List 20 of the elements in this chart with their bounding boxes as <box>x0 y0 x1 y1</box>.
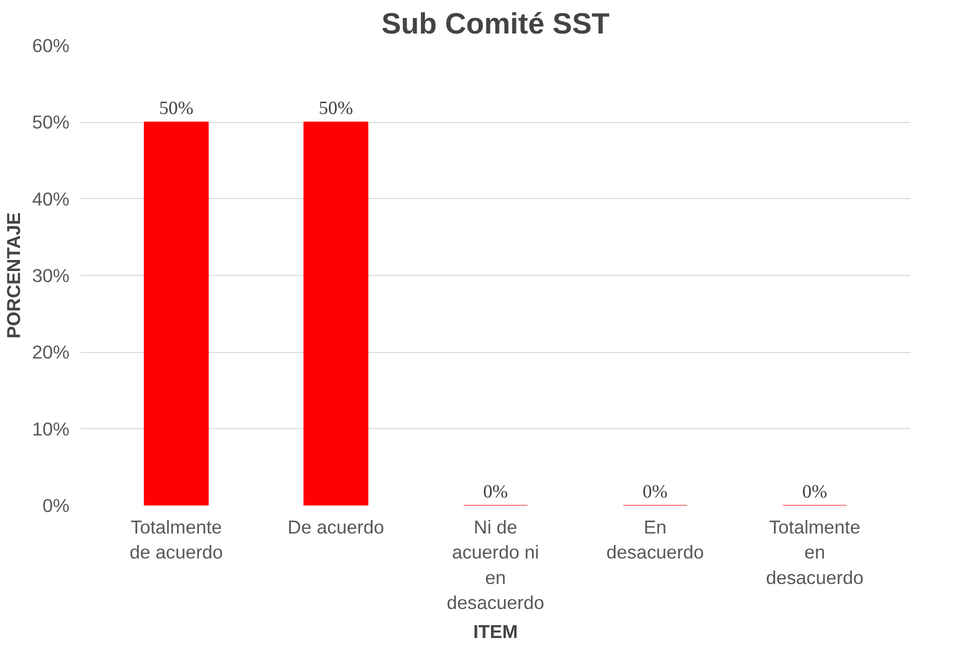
y-axis-title: PORCENTAJE <box>3 212 24 339</box>
data-label: 0% <box>642 482 668 502</box>
y-tick-label: 20% <box>32 342 70 363</box>
y-tick-label: 0% <box>42 495 70 516</box>
x-axis-title: ITEM <box>473 621 518 642</box>
x-tick-label: Totalmente de acuerdo <box>130 516 223 563</box>
y-tick-label: 10% <box>32 418 70 440</box>
chart-title: Sub Comité SST <box>381 8 610 40</box>
data-label: 50% <box>318 98 353 120</box>
x-tick-label: De acuerdo <box>288 516 384 538</box>
y-tick-label: 40% <box>32 188 70 210</box>
y-tick-label: 60% <box>32 35 70 56</box>
data-label: 0% <box>483 482 508 502</box>
x-tick-label: Totalmente en desacuerdo <box>766 516 864 588</box>
y-tick-label: 50% <box>32 112 70 133</box>
y-tick-label: 30% <box>32 265 70 286</box>
data-label: 0% <box>802 482 828 502</box>
x-tick-label: En desacuerdo <box>606 516 704 563</box>
data-label: 50% <box>159 98 194 120</box>
x-tick-label: Ni de acuerdo ni en desacuerdo <box>446 516 544 614</box>
